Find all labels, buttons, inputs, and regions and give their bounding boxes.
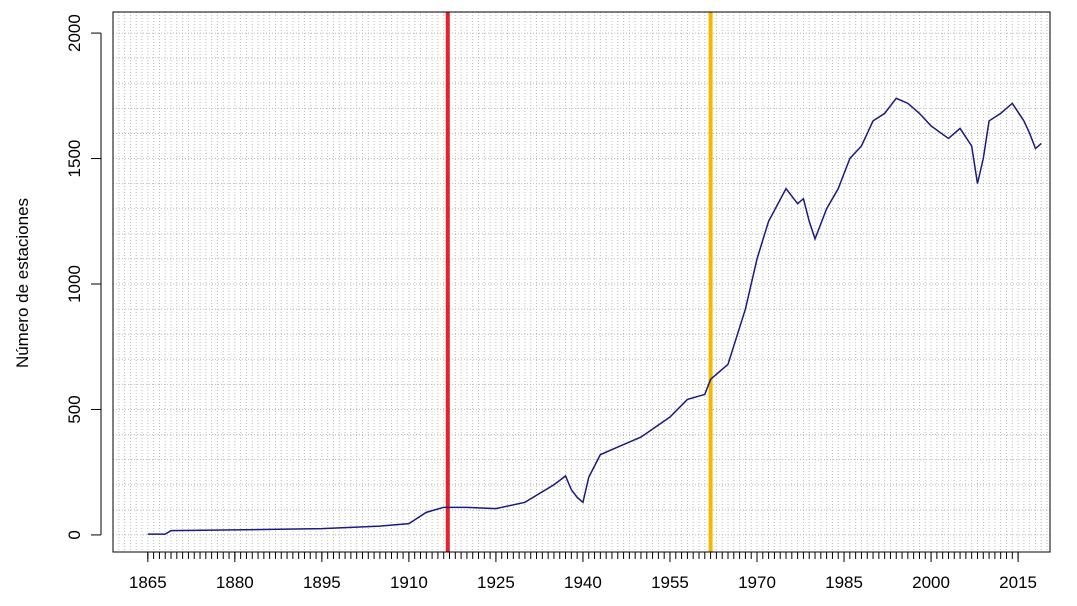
x-tick-label: 2015 [999,573,1037,592]
x-tick-label: 1985 [825,573,863,592]
y-tick-label: 500 [65,395,84,423]
y-axis-label: Número de estaciones [13,198,32,368]
x-tick-label: 1955 [651,573,689,592]
x-tick-label: 1925 [477,573,515,592]
data-line [147,97,1042,535]
x-tick-label: 1970 [738,573,776,592]
x-tick-label: 1865 [129,573,167,592]
x-tick-label: 1895 [303,573,341,592]
y-tick-label: 1000 [65,265,84,303]
y-tick-label: 0 [65,530,84,539]
x-tick-label: 2000 [912,573,950,592]
x-tick-label: 1910 [390,573,428,592]
y-tick-label: 1500 [65,140,84,178]
y-tick-label: 2000 [65,14,84,52]
x-tick-label: 1940 [564,573,602,592]
x-tick-label: 1880 [216,573,254,592]
